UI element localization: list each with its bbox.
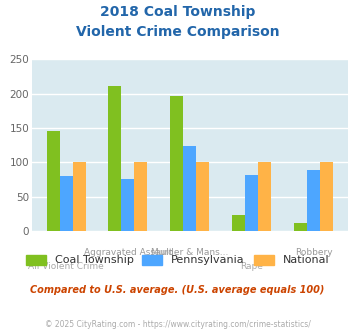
Text: Violent Crime Comparison: Violent Crime Comparison bbox=[76, 25, 279, 39]
Text: © 2025 CityRating.com - https://www.cityrating.com/crime-statistics/: © 2025 CityRating.com - https://www.city… bbox=[45, 320, 310, 329]
Bar bbox=[233, 215, 245, 231]
Bar bbox=[121, 179, 135, 231]
Text: Murder & Mans...: Murder & Mans... bbox=[151, 248, 229, 257]
Bar bbox=[60, 176, 72, 231]
Bar bbox=[135, 162, 147, 231]
Text: Aggravated Assault: Aggravated Assault bbox=[84, 248, 172, 257]
Bar bbox=[294, 223, 307, 231]
Legend: Coal Township, Pennsylvania, National: Coal Township, Pennsylvania, National bbox=[26, 255, 329, 265]
Bar bbox=[72, 162, 86, 231]
Bar bbox=[307, 170, 320, 231]
Bar bbox=[170, 96, 184, 231]
Bar bbox=[196, 162, 209, 231]
Text: Rape: Rape bbox=[240, 262, 263, 271]
Text: Compared to U.S. average. (U.S. average equals 100): Compared to U.S. average. (U.S. average … bbox=[30, 285, 325, 295]
Bar bbox=[47, 131, 60, 231]
Bar bbox=[320, 162, 333, 231]
Bar bbox=[258, 162, 271, 231]
Text: 2018 Coal Township: 2018 Coal Township bbox=[100, 5, 255, 19]
Bar bbox=[245, 175, 258, 231]
Text: All Violent Crime: All Violent Crime bbox=[28, 262, 104, 271]
Bar bbox=[184, 146, 196, 231]
Bar bbox=[109, 86, 121, 231]
Text: Robbery: Robbery bbox=[295, 248, 333, 257]
